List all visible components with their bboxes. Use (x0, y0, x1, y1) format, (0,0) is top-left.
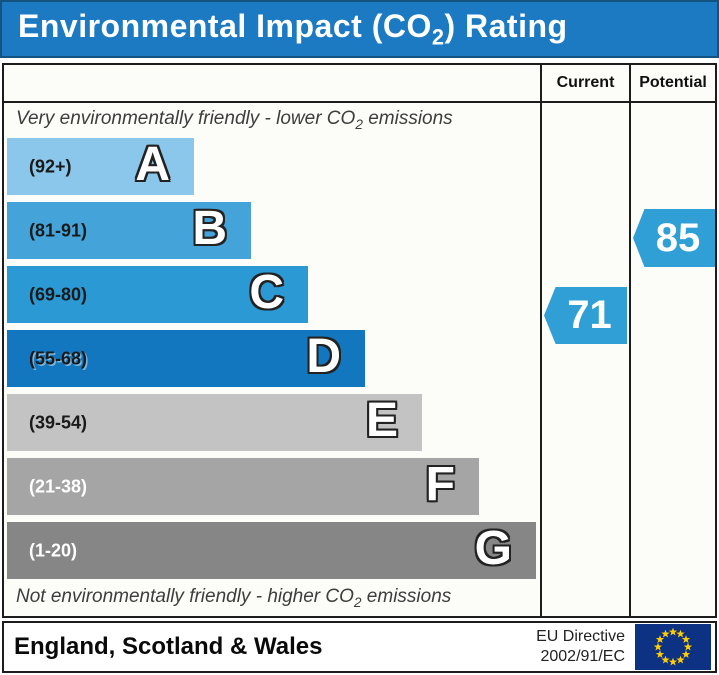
title-suffix: ) Rating (444, 7, 568, 44)
top-caption-suffix: emissions (362, 108, 453, 129)
band-b-range: (81-91) (29, 220, 88, 240)
top-caption: Very environmentally friendly - lower CO… (16, 108, 536, 132)
band-a-letter: A (135, 137, 170, 191)
band-d-range: (55-68) (29, 348, 88, 368)
current-column-header: Current (556, 74, 615, 91)
bottom-caption-suffix: emissions (361, 586, 452, 607)
band-f-range: (21-38) (29, 476, 88, 496)
potential-column-divider (629, 63, 631, 618)
band-a-range: (92+) (29, 156, 72, 176)
band-d: (55-68) D (7, 330, 365, 387)
region-label: England, Scotland & Wales (14, 633, 323, 660)
band-f: (21-38) F (7, 458, 479, 515)
eu-directive-line2: 2002/91/EC (540, 648, 625, 665)
title-subscript: 2 (431, 24, 445, 50)
band-a: (92+) A (7, 138, 194, 195)
current-column-divider (540, 63, 542, 618)
band-b-letter: B (192, 201, 227, 255)
band-e-letter: E (365, 393, 398, 447)
header-row-divider (2, 101, 717, 103)
page-title: Environmental Impact (CO2) Rating (18, 8, 568, 50)
bottom-caption-text: Not environmentally friendly - higher CO (16, 586, 354, 607)
potential-rating-arrow: 85 (633, 209, 715, 267)
eu-flag-icon (635, 624, 711, 670)
band-c-range: (69-80) (29, 284, 88, 304)
potential-rating-value: 85 (655, 215, 701, 260)
band-c: (69-80) C (7, 266, 308, 323)
current-rating-value: 71 (567, 293, 612, 337)
band-e: (39-54) E (7, 394, 422, 451)
current-rating-arrow: 71 (544, 287, 627, 344)
title-prefix: Environmental Impact (CO (18, 7, 432, 44)
title-bar: Environmental Impact (CO2) Rating (0, 0, 719, 58)
band-g-letter: G (474, 521, 512, 575)
band-f-letter: F (425, 457, 455, 511)
band-e-range: (39-54) (29, 412, 88, 432)
footer-bar: England, Scotland & Wales EU Directive 2… (2, 621, 717, 673)
top-caption-text: Very environmentally friendly - lower CO (16, 108, 356, 129)
top-caption-subscript: 2 (355, 116, 363, 132)
bottom-caption: Not environmentally friendly - higher CO… (16, 586, 536, 610)
band-b: (81-91) B (7, 202, 251, 259)
bottom-caption-subscript: 2 (353, 594, 362, 610)
band-d-letter: D (306, 329, 341, 383)
band-c-letter: C (249, 265, 284, 319)
potential-column-header: Potential (639, 74, 707, 91)
eu-directive-line1: EU Directive (536, 628, 625, 645)
band-g-range: (1-20) (29, 540, 78, 560)
eu-directive-label: EU Directive 2002/91/EC (536, 627, 625, 667)
band-g: (1-20) G (7, 522, 536, 579)
